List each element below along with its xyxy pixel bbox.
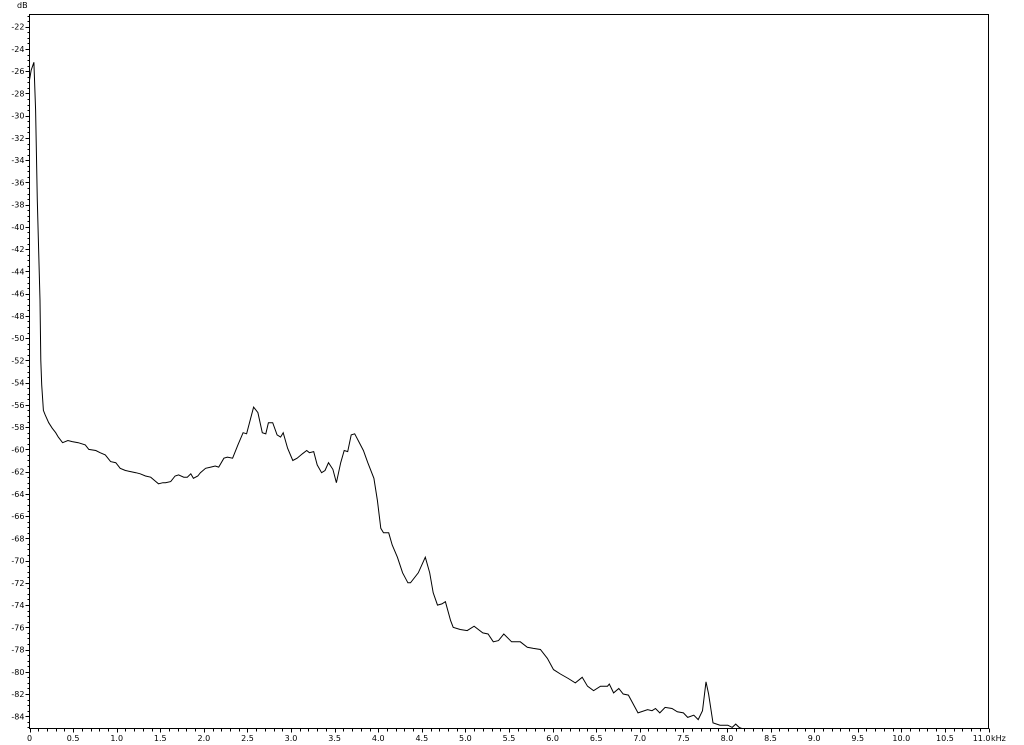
spectrum-line	[29, 62, 742, 729]
x-tick-label: 10.5	[936, 734, 954, 743]
y-tick-label: -56	[11, 401, 24, 410]
y-tick-label: -50	[11, 334, 24, 343]
y-tick-label: -82	[11, 690, 24, 699]
x-axis-unit-label: kHz	[991, 734, 1006, 743]
y-tick-label: -58	[11, 423, 24, 432]
x-tick-label: 6.0	[546, 734, 559, 743]
y-tick-label: -36	[11, 178, 24, 187]
y-tick-label: -64	[11, 490, 24, 499]
x-tick-label: 2.0	[197, 734, 210, 743]
x-tick-label: 7.0	[633, 734, 646, 743]
x-tick-label: 8.5	[764, 734, 777, 743]
y-tick-label: -70	[11, 557, 24, 566]
y-tick-label: -24	[11, 45, 24, 54]
y-axis: -22 -24 -26 -28 -30 -32 -34 -36 -38 -40 -42 -44 -46 -…	[11, 16, 30, 728]
y-tick-label: -84	[11, 712, 24, 721]
x-tick-label: 5.0	[459, 734, 472, 743]
y-tick-label: -74	[11, 601, 24, 610]
x-tick-label: 0.5	[67, 734, 80, 743]
x-tick-label: 1.5	[154, 734, 167, 743]
y-axis-label: dB	[17, 1, 28, 10]
x-tick-label: 0	[27, 734, 32, 743]
y-tick-label: -38	[11, 201, 24, 210]
x-tick-label: 2.5	[241, 734, 254, 743]
y-tick-label: -76	[11, 623, 24, 632]
y-tick-label: -68	[11, 534, 24, 543]
y-tick-label: -34	[11, 156, 24, 165]
plot-frame	[29, 14, 989, 729]
y-tick-label: -80	[11, 668, 24, 677]
y-tick-label: -44	[11, 267, 24, 276]
x-tick-label: 5.5	[503, 734, 516, 743]
y-tick-label: -46	[11, 290, 24, 299]
x-tick-label: 4.0	[372, 734, 385, 743]
y-tick-label: -26	[11, 67, 24, 76]
y-tick-label: -40	[11, 223, 24, 232]
y-tick-label: -78	[11, 646, 24, 655]
y-tick-label: -48	[11, 312, 24, 321]
x-tick-label: 8.0	[721, 734, 734, 743]
y-tick-label: -28	[11, 89, 24, 98]
x-tick-label: 11.0	[973, 734, 991, 743]
x-tick-label: 7.5	[677, 734, 690, 743]
y-tick-label: -72	[11, 579, 24, 588]
y-tick-label: -42	[11, 245, 24, 254]
y-tick-label: -22	[11, 23, 24, 32]
y-tick-label: -66	[11, 512, 24, 521]
y-tick-label: -52	[11, 356, 24, 365]
x-tick-label: 3.0	[285, 734, 298, 743]
y-tick-label: -60	[11, 445, 24, 454]
y-tick-label: -54	[11, 379, 24, 388]
x-axis: 0 0.5 1.0 1.5 2.0 2.5 3.0 3.5 4.0 4.5 5.0 5.5 6.0 6.5…	[27, 728, 991, 743]
x-tick-label: 3.5	[328, 734, 341, 743]
y-tick-label: -62	[11, 468, 24, 477]
x-tick-label: 10.0	[892, 734, 910, 743]
y-tick-label: -32	[11, 134, 24, 143]
x-tick-label: 9.5	[851, 734, 864, 743]
x-tick-label: 1.0	[110, 734, 123, 743]
x-tick-label: 9.0	[808, 734, 821, 743]
x-tick-label: 6.5	[590, 734, 603, 743]
x-tick-label: 4.5	[415, 734, 428, 743]
y-tick-label: -30	[11, 112, 24, 121]
